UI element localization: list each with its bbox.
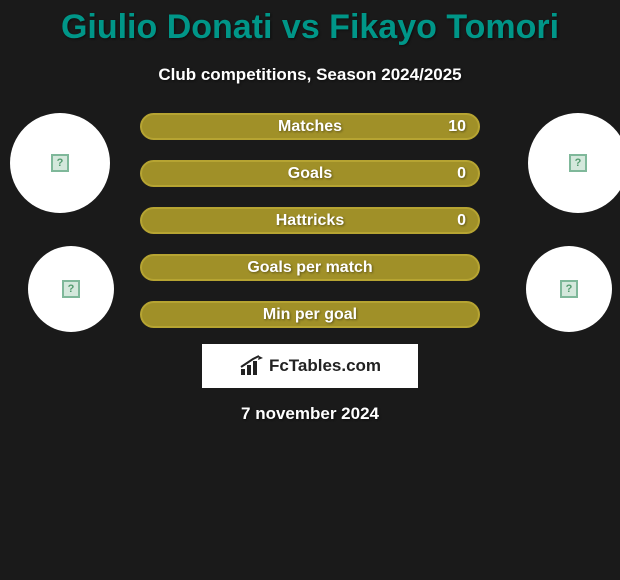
stat-value: 0 — [457, 165, 466, 183]
stat-label: Hattricks — [276, 212, 344, 230]
stat-label: Min per goal — [263, 306, 357, 324]
stat-value: 0 — [457, 212, 466, 230]
placeholder-icon: ? — [62, 280, 80, 298]
player-avatar-right-2: ? — [526, 246, 612, 332]
stat-row-matches: Matches 10 — [140, 113, 480, 140]
stat-value: 10 — [448, 118, 466, 136]
player-avatar-right-1: ? — [528, 113, 620, 213]
stat-row-goals-per-match: Goals per match — [140, 254, 480, 281]
branding-text: FcTables.com — [269, 356, 381, 376]
chart-icon — [239, 355, 265, 377]
branding-box: FcTables.com — [202, 344, 418, 388]
placeholder-icon: ? — [569, 154, 587, 172]
stat-row-min-per-goal: Min per goal — [140, 301, 480, 328]
placeholder-icon: ? — [51, 154, 69, 172]
stat-label: Goals per match — [247, 259, 372, 277]
stat-label: Goals — [288, 165, 332, 183]
footer-date: 7 november 2024 — [0, 404, 620, 424]
player-avatar-left-1: ? — [10, 113, 110, 213]
player-avatar-left-2: ? — [28, 246, 114, 332]
page-title: Giulio Donati vs Fikayo Tomori — [0, 0, 620, 47]
stats-list: Matches 10 Goals 0 Hattricks 0 Goals per… — [140, 113, 480, 328]
comparison-content: ? ? ? ? Matches 10 Goals 0 Hattricks 0 G… — [0, 113, 620, 424]
stat-label: Matches — [278, 118, 342, 136]
placeholder-icon: ? — [560, 280, 578, 298]
stat-row-hattricks: Hattricks 0 — [140, 207, 480, 234]
stat-row-goals: Goals 0 — [140, 160, 480, 187]
page-subtitle: Club competitions, Season 2024/2025 — [0, 65, 620, 85]
